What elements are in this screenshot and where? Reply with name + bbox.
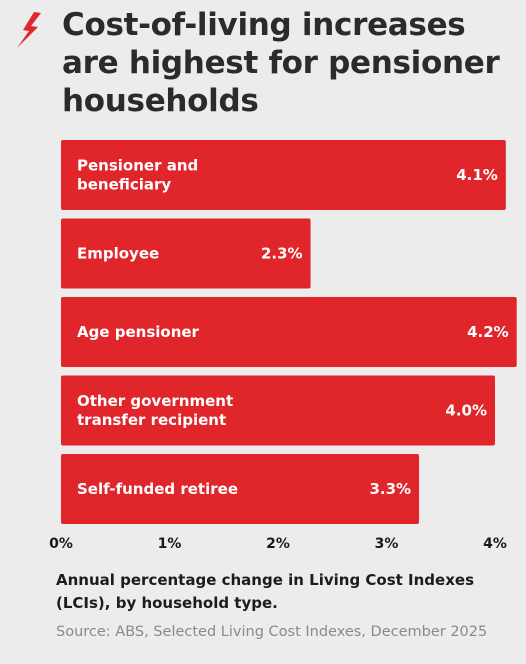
x-tick-label-1: 1% <box>158 536 182 552</box>
brand-logo-icon <box>17 12 41 48</box>
x-tick-label-2: 2% <box>266 536 290 552</box>
x-tick-label-4: 4% <box>483 536 507 552</box>
bar-value-3: 4.0% <box>445 402 487 420</box>
bar-4 <box>61 454 420 524</box>
bar-chart: Pensioner and beneficiary 4.1% Employee 2.3%… <box>49 140 517 552</box>
bar-3 <box>61 375 495 446</box>
chart-caption: Annual percentage change in Living Cost … <box>56 571 474 612</box>
bar-value-1: 2.3% <box>261 245 303 263</box>
page-title: Cost-of-living increases are highest for… <box>62 7 500 119</box>
bar-label-2: Age pensioner <box>77 323 200 341</box>
bar-label-4: Self-funded retiree <box>77 480 238 498</box>
bar-1 <box>61 218 311 289</box>
bar-label-3: Other government transfer recipient <box>77 392 233 429</box>
bar-value-4: 3.3% <box>369 480 411 498</box>
bar-2 <box>61 297 517 367</box>
bar-0 <box>61 140 506 210</box>
bar-value-2: 4.2% <box>467 323 509 341</box>
x-tick-label-3: 3% <box>375 536 399 552</box>
bar-label-1: Employee <box>77 245 159 263</box>
x-tick-label-0: 0% <box>49 536 73 552</box>
bar-value-0: 4.1% <box>456 166 498 184</box>
chart-source: Source: ABS, Selected Living Cost Indexe… <box>56 624 488 640</box>
bar-label-0: Pensioner and beneficiary <box>77 157 198 194</box>
